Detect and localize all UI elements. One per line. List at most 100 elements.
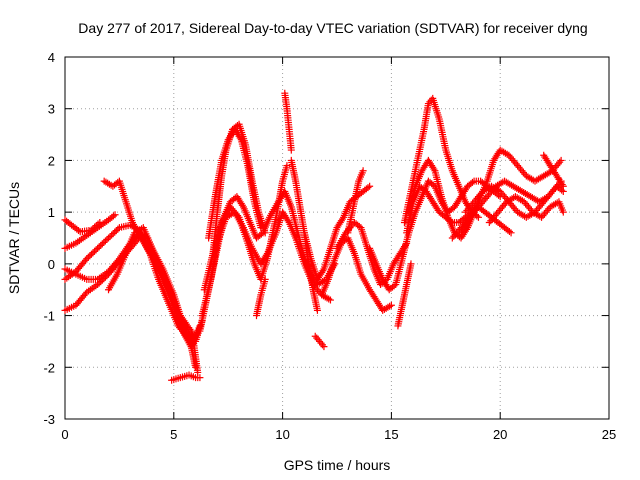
- data-series-14: [252, 275, 269, 320]
- data-point: [109, 212, 117, 220]
- data-series-23: [394, 260, 415, 330]
- data-series-18: [311, 332, 328, 351]
- data-point: [111, 211, 119, 219]
- data-point: [234, 212, 242, 220]
- x-tick-label: 15: [384, 427, 398, 442]
- data-point: [474, 213, 482, 221]
- y-tick-label: -3: [43, 412, 55, 427]
- data-point: [447, 217, 455, 225]
- y-tick-label: 3: [48, 102, 55, 117]
- data-point: [326, 296, 334, 304]
- plot-frame: [64, 56, 610, 420]
- data-point: [105, 234, 113, 242]
- data-point: [112, 227, 120, 235]
- x-axis-ticks: 0 5 10 15 20 25: [61, 57, 616, 442]
- y-tick-label: -1: [43, 309, 55, 324]
- x-tick-label: 20: [493, 427, 507, 442]
- data-point: [89, 249, 97, 257]
- data-point: [556, 158, 564, 166]
- data-series-12: [205, 125, 265, 242]
- data-point: [430, 165, 438, 173]
- data-point: [95, 279, 103, 287]
- data-point: [238, 201, 246, 209]
- y-axis-label: SDTVAR / TECUs: [6, 182, 22, 294]
- data-point: [364, 184, 372, 192]
- chart-title: Day 277 of 2017, Sidereal Day-to-day VTE…: [78, 20, 587, 36]
- data-series-13: [200, 162, 291, 294]
- data-point: [407, 260, 415, 268]
- y-axis-ticks: -3 -2 -1 0 1 2 3 4: [43, 50, 609, 427]
- data-series-30: [485, 193, 567, 226]
- data-point: [287, 146, 295, 154]
- data-point: [101, 273, 109, 281]
- y-tick-label: 4: [48, 50, 55, 65]
- data-point: [261, 229, 269, 237]
- data-point: [557, 156, 565, 164]
- data-series-7: [105, 224, 202, 376]
- data-point: [83, 255, 91, 263]
- data-point: [92, 246, 100, 254]
- data-point: [106, 233, 114, 241]
- data-point: [318, 341, 326, 349]
- data-point: [100, 238, 108, 246]
- y-tick-label: 2: [48, 153, 55, 168]
- data-point: [95, 243, 103, 251]
- data-series-21: [344, 167, 367, 237]
- data-point: [313, 306, 321, 314]
- data-point: [108, 231, 116, 239]
- data-point: [507, 229, 515, 237]
- data-series-24: [400, 94, 482, 226]
- data-point: [84, 253, 92, 261]
- data-point: [101, 237, 109, 245]
- data-point: [114, 225, 122, 233]
- data-point: [109, 230, 117, 238]
- data-point: [97, 278, 105, 286]
- data-point: [359, 167, 367, 175]
- data-point: [196, 374, 204, 382]
- x-tick-label: 0: [61, 427, 68, 442]
- data-point: [319, 267, 327, 275]
- data-point: [111, 228, 119, 236]
- data-point: [236, 134, 244, 142]
- data-series-19: [318, 234, 395, 314]
- x-tick-label: 10: [275, 427, 289, 442]
- data-point: [100, 275, 108, 283]
- y-tick-label: 1: [48, 205, 55, 220]
- data-point: [558, 181, 566, 189]
- data-point: [468, 178, 476, 186]
- data-point: [103, 235, 111, 243]
- data-point: [284, 217, 292, 225]
- data-point: [320, 343, 328, 351]
- data-series-8: [168, 371, 204, 384]
- data-series-31: [540, 151, 567, 190]
- data-points: [61, 89, 567, 384]
- data-point: [559, 182, 567, 190]
- x-tick-label: 25: [602, 427, 616, 442]
- data-point: [94, 244, 102, 252]
- x-axis-label: GPS time / hours: [284, 457, 391, 473]
- y-tick-label: 0: [48, 257, 55, 272]
- data-point: [91, 247, 99, 255]
- data-point: [257, 224, 265, 232]
- data-series-2: [61, 211, 119, 252]
- data-point: [338, 215, 346, 223]
- data-point: [366, 182, 374, 190]
- data-point: [98, 240, 106, 248]
- data-point: [86, 252, 94, 260]
- data-point: [97, 241, 105, 249]
- y-tick-label: -2: [43, 360, 55, 375]
- data-point: [87, 250, 95, 258]
- data-point: [188, 336, 196, 344]
- data-point: [261, 275, 269, 283]
- data-series-15: [281, 89, 295, 154]
- data-point: [94, 281, 102, 289]
- data-series-22: [366, 177, 504, 294]
- x-tick-label: 5: [170, 427, 177, 442]
- data-series-28: [448, 177, 567, 242]
- data-point: [559, 208, 567, 216]
- data-point: [283, 162, 291, 170]
- data-point: [387, 301, 395, 309]
- data-point: [98, 276, 106, 284]
